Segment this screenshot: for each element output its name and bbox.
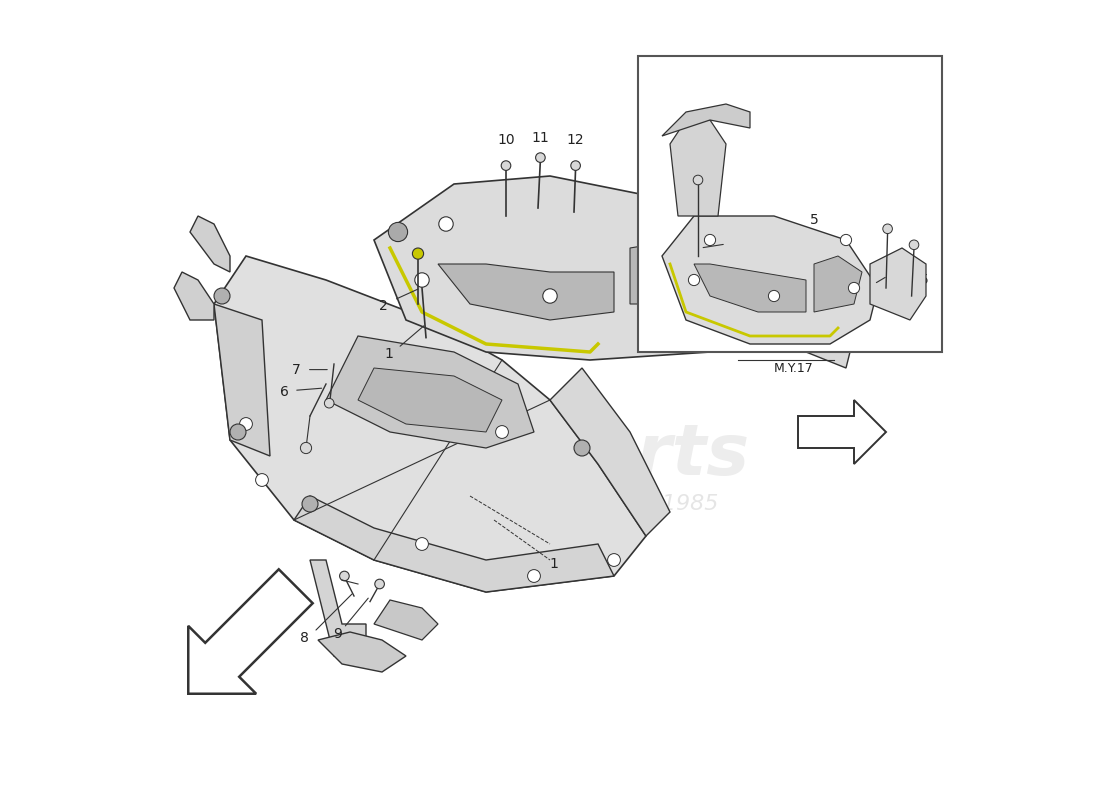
Circle shape — [910, 240, 918, 250]
Polygon shape — [630, 240, 710, 304]
Polygon shape — [188, 570, 312, 694]
Text: 5: 5 — [810, 213, 818, 227]
Polygon shape — [662, 104, 750, 136]
Polygon shape — [190, 216, 230, 272]
Text: 2: 2 — [379, 298, 388, 313]
Text: europarts: europarts — [351, 422, 749, 490]
Polygon shape — [174, 272, 214, 320]
Text: 12: 12 — [566, 133, 584, 147]
Polygon shape — [358, 368, 502, 432]
Circle shape — [693, 175, 703, 185]
Polygon shape — [670, 120, 726, 216]
Polygon shape — [798, 400, 886, 464]
Text: a passion for parts since 1985: a passion for parts since 1985 — [382, 494, 718, 514]
Text: 1: 1 — [550, 557, 559, 571]
Polygon shape — [662, 216, 878, 344]
Circle shape — [240, 418, 252, 430]
Circle shape — [740, 246, 760, 266]
Polygon shape — [694, 264, 806, 312]
Circle shape — [502, 161, 510, 170]
Circle shape — [574, 440, 590, 456]
Circle shape — [439, 217, 453, 231]
Polygon shape — [214, 256, 646, 592]
Circle shape — [542, 289, 558, 303]
Polygon shape — [374, 600, 438, 640]
Circle shape — [848, 282, 859, 294]
Text: ☯: ☯ — [318, 379, 430, 501]
Circle shape — [663, 209, 678, 223]
Circle shape — [324, 398, 334, 408]
Circle shape — [412, 248, 424, 259]
Circle shape — [230, 424, 246, 440]
Circle shape — [607, 554, 620, 566]
Circle shape — [663, 273, 678, 287]
Circle shape — [496, 426, 508, 438]
Polygon shape — [758, 288, 854, 368]
Polygon shape — [326, 336, 534, 448]
FancyBboxPatch shape — [638, 56, 942, 352]
Circle shape — [536, 153, 546, 162]
Text: 1: 1 — [384, 346, 393, 361]
Circle shape — [704, 234, 716, 246]
Text: 9: 9 — [333, 626, 342, 641]
Text: 10: 10 — [497, 133, 515, 147]
Circle shape — [571, 161, 581, 170]
Circle shape — [840, 234, 851, 246]
Circle shape — [415, 273, 429, 287]
Polygon shape — [814, 256, 862, 312]
Circle shape — [300, 442, 311, 454]
Polygon shape — [310, 560, 366, 656]
Circle shape — [769, 290, 780, 302]
Polygon shape — [870, 248, 926, 320]
Circle shape — [388, 222, 408, 242]
Circle shape — [214, 288, 230, 304]
Text: 3: 3 — [859, 282, 868, 297]
Text: 7: 7 — [292, 362, 300, 377]
Text: M.Y.17: M.Y.17 — [774, 362, 814, 374]
Polygon shape — [550, 368, 670, 536]
Polygon shape — [214, 304, 270, 456]
Circle shape — [689, 274, 700, 286]
Circle shape — [255, 474, 268, 486]
Circle shape — [416, 538, 428, 550]
Circle shape — [742, 289, 757, 303]
Text: 8: 8 — [300, 631, 309, 646]
Circle shape — [375, 579, 384, 589]
Circle shape — [340, 571, 349, 581]
Text: 5: 5 — [920, 273, 928, 287]
Circle shape — [883, 224, 892, 234]
Text: 11: 11 — [531, 130, 549, 145]
Polygon shape — [438, 264, 614, 320]
Circle shape — [528, 570, 540, 582]
Polygon shape — [374, 176, 790, 360]
Polygon shape — [318, 632, 406, 672]
Circle shape — [302, 496, 318, 512]
Polygon shape — [294, 496, 614, 592]
Circle shape — [804, 249, 814, 258]
Text: 4: 4 — [732, 237, 740, 251]
Text: 6: 6 — [280, 385, 289, 399]
